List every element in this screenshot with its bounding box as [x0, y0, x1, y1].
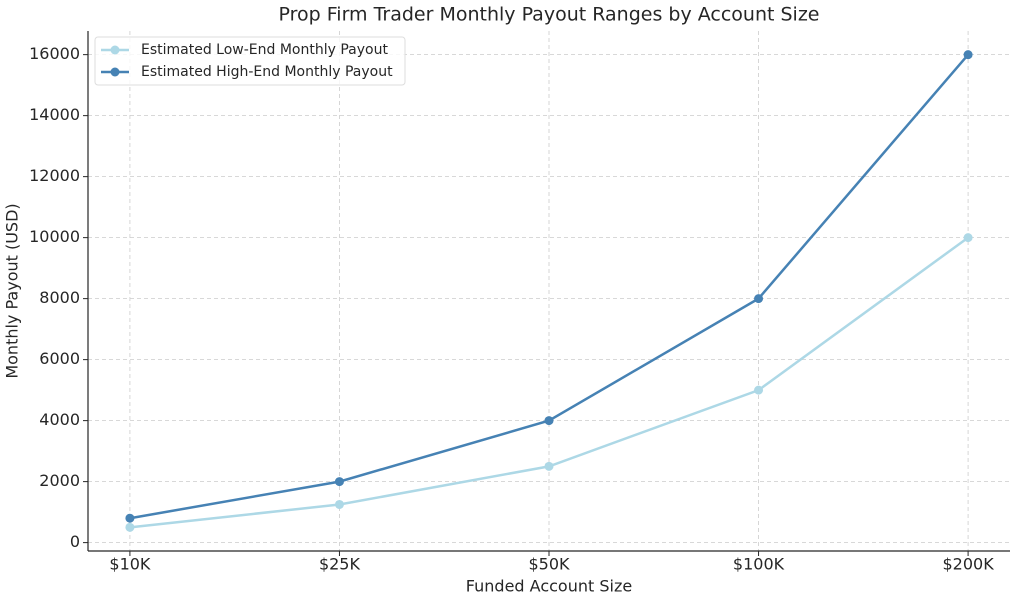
- legend-box: [94, 36, 406, 86]
- legend-marker: [110, 67, 120, 77]
- y-tick-label: 4000: [39, 410, 80, 429]
- point: [544, 461, 554, 471]
- chart-title: Prop Firm Trader Monthly Payout Ranges b…: [279, 4, 820, 26]
- point: [125, 522, 135, 532]
- y-tick-label: 6000: [39, 349, 80, 368]
- point: [334, 477, 344, 487]
- point: [963, 50, 973, 60]
- y-tick-label: 2000: [39, 471, 80, 490]
- y-tick-label: 12000: [29, 166, 80, 185]
- y-tick-label: 14000: [29, 105, 80, 124]
- x-tick-label: $10K: [109, 555, 151, 574]
- x-tick-label: $25K: [319, 555, 361, 574]
- legend-label: Estimated Low-End Monthly Payout: [141, 42, 388, 58]
- point: [963, 233, 973, 243]
- point: [754, 385, 764, 395]
- point: [125, 513, 135, 523]
- x-tick-label: $100K: [733, 555, 785, 574]
- x-axis-label: Funded Account Size: [466, 577, 632, 596]
- y-tick-label: 10000: [29, 227, 80, 246]
- y-tick-label: 16000: [29, 44, 80, 63]
- y-tick-label: 8000: [39, 288, 80, 307]
- point: [544, 416, 554, 426]
- point: [754, 294, 764, 304]
- legend-label: Estimated High-End Monthly Payout: [141, 64, 393, 80]
- y-axis-label: Monthly Payout (USD): [3, 203, 22, 378]
- x-tick-label: $200K: [942, 555, 994, 574]
- legend-marker: [110, 45, 120, 55]
- x-tick-label: $50K: [528, 555, 570, 574]
- point: [334, 499, 344, 509]
- y-tick-label: 0: [70, 532, 80, 551]
